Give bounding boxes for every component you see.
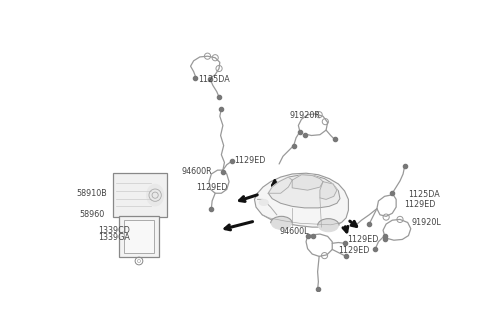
Text: 94600R: 94600R — [181, 167, 212, 176]
Text: 1125DA: 1125DA — [408, 190, 440, 198]
Ellipse shape — [259, 199, 268, 206]
Polygon shape — [320, 182, 337, 199]
FancyBboxPatch shape — [113, 173, 167, 217]
Text: 94600L: 94600L — [280, 227, 310, 236]
Text: 58960: 58960 — [79, 210, 104, 219]
Ellipse shape — [318, 219, 338, 232]
Polygon shape — [268, 175, 340, 208]
Polygon shape — [254, 173, 348, 227]
Text: 1129ED: 1129ED — [196, 182, 228, 192]
FancyBboxPatch shape — [119, 215, 159, 257]
Text: 1339CD: 1339CD — [98, 226, 130, 235]
Text: 1129ED: 1129ED — [348, 235, 379, 244]
Ellipse shape — [147, 184, 164, 206]
Text: 58910B: 58910B — [77, 189, 108, 198]
Polygon shape — [292, 175, 323, 190]
Text: 1125DA: 1125DA — [198, 75, 230, 84]
Polygon shape — [268, 177, 292, 193]
Text: 1339GA: 1339GA — [98, 233, 130, 242]
Text: 91920R: 91920R — [289, 111, 320, 120]
Text: 1129ED: 1129ED — [234, 156, 265, 165]
Text: 91920L: 91920L — [411, 218, 441, 227]
Ellipse shape — [271, 217, 291, 230]
FancyBboxPatch shape — [123, 220, 155, 252]
Text: 1129ED: 1129ED — [405, 200, 436, 209]
Text: 1129ED: 1129ED — [338, 247, 370, 255]
